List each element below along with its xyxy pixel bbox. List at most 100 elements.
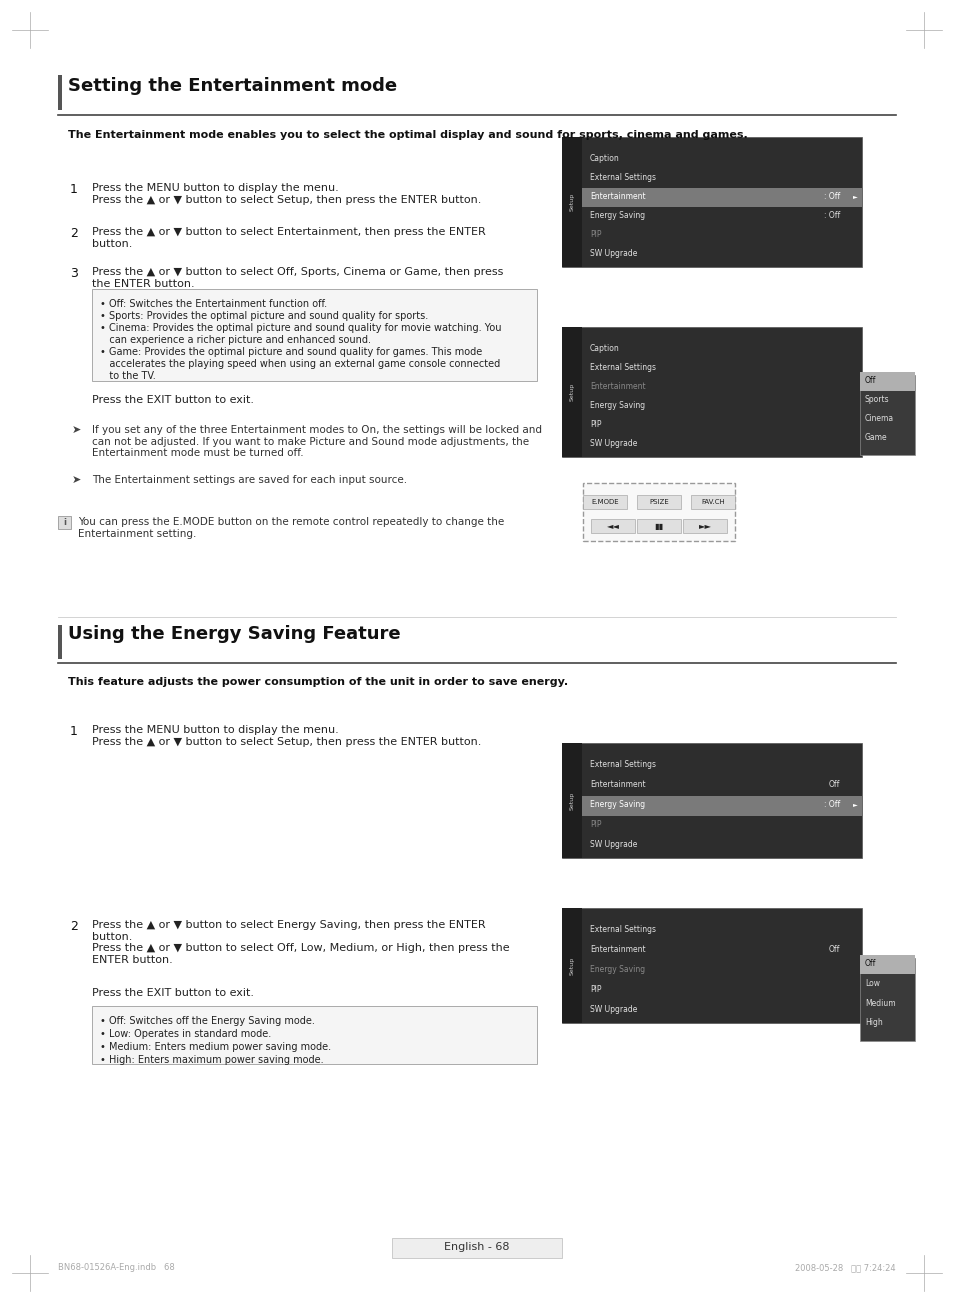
Text: Press the MENU button to display the menu.
Press the ▲ or ▼ button to select Set: Press the MENU button to display the men… [91, 182, 481, 205]
Text: Press the MENU button to display the menu.
Press the ▲ or ▼ button to select Set: Press the MENU button to display the men… [91, 724, 481, 747]
Text: The Entertainment mode enables you to select the optimal display and sound for s: The Entertainment mode enables you to se… [68, 130, 747, 139]
Bar [581, 188, 862, 207]
Text: SW Upgrade: SW Upgrade [589, 839, 637, 848]
Text: 1: 1 [70, 724, 78, 737]
Text: External Settings: External Settings [589, 172, 656, 181]
Text: : Off: : Off [822, 211, 840, 220]
Text: External Settings: External Settings [589, 925, 656, 934]
Text: Press the ▲ or ▼ button to select Off, Sports, Cinema or Game, then press
the EN: Press the ▲ or ▼ button to select Off, S… [91, 267, 503, 288]
Bar [91, 289, 537, 380]
Text: Setup: Setup [569, 791, 574, 809]
Text: : Off: : Off [822, 800, 840, 809]
Text: Entertainment: Entertainment [589, 192, 645, 201]
Bar [561, 908, 581, 1023]
Text: PIP: PIP [589, 420, 601, 429]
Bar [561, 743, 581, 857]
Text: Game: Game [864, 434, 886, 442]
Text: ◄◄: ◄◄ [606, 521, 618, 530]
Bar [392, 1238, 561, 1257]
Text: Cinema: Cinema [864, 414, 893, 423]
Text: SW Upgrade: SW Upgrade [589, 249, 637, 258]
Text: English - 68: English - 68 [444, 1242, 509, 1252]
Text: Energy Saving: Energy Saving [589, 966, 644, 973]
Bar [561, 908, 862, 1023]
Text: PSIZE: PSIZE [648, 499, 668, 506]
Text: • Medium: Enters medium power saving mode.: • Medium: Enters medium power saving mod… [100, 1042, 331, 1052]
Bar [690, 495, 734, 509]
Text: Off: Off [864, 377, 876, 384]
Text: 3: 3 [70, 267, 78, 280]
Text: • Low: Operates in standard mode.: • Low: Operates in standard mode. [100, 1029, 271, 1038]
Text: Entertainment: Entertainment [589, 382, 645, 391]
Text: Press the EXIT button to exit.: Press the EXIT button to exit. [91, 988, 253, 998]
Text: Off: Off [864, 959, 876, 968]
Text: PIP: PIP [589, 820, 601, 829]
Text: Press the ▲ or ▼ button to select Entertainment, then press the ENTER
button.: Press the ▲ or ▼ button to select Entert… [91, 227, 485, 249]
Bar [561, 743, 862, 857]
Text: ►: ► [852, 194, 857, 199]
Text: Setting the Entertainment mode: Setting the Entertainment mode [68, 77, 396, 95]
Bar [637, 495, 680, 509]
Text: 2: 2 [70, 227, 78, 240]
Text: E.MODE: E.MODE [591, 499, 618, 506]
Text: • Off: Switches off the Energy Saving mode.: • Off: Switches off the Energy Saving mo… [100, 1016, 314, 1025]
Text: : Off: : Off [822, 192, 840, 201]
Text: Caption: Caption [589, 344, 619, 353]
Text: Off: Off [828, 945, 840, 954]
Text: External Settings: External Settings [589, 362, 656, 371]
Text: High: High [864, 1019, 882, 1028]
Bar [581, 796, 862, 816]
Bar [859, 375, 914, 455]
Text: ▮▮: ▮▮ [654, 521, 663, 530]
Text: i: i [63, 519, 66, 526]
Text: SW Upgrade: SW Upgrade [589, 439, 637, 448]
Text: Press the EXIT button to exit.: Press the EXIT button to exit. [91, 395, 253, 405]
Text: Energy Saving: Energy Saving [589, 800, 644, 809]
Bar [561, 137, 862, 267]
Text: Using the Energy Saving Feature: Using the Energy Saving Feature [68, 625, 400, 642]
Text: BN68-01526A-Eng.indb   68: BN68-01526A-Eng.indb 68 [58, 1263, 174, 1272]
Text: ►►: ►► [698, 521, 711, 530]
Bar [859, 958, 914, 1041]
Bar [58, 516, 71, 529]
Text: Sports: Sports [864, 395, 889, 404]
Text: ➤: ➤ [71, 425, 81, 435]
Text: SW Upgrade: SW Upgrade [589, 1005, 637, 1014]
Bar [561, 327, 862, 457]
Text: Energy Saving: Energy Saving [589, 401, 644, 410]
Bar [582, 495, 626, 509]
Text: • Sports: Provides the optimal picture and sound quality for sports.: • Sports: Provides the optimal picture a… [100, 311, 428, 321]
Text: You can press the E.MODE button on the remote control repeatedly to change the
E: You can press the E.MODE button on the r… [78, 517, 504, 538]
Text: • Off: Switches the Entertainment function off.: • Off: Switches the Entertainment functi… [100, 298, 327, 309]
Bar [582, 483, 734, 541]
Text: 2: 2 [70, 920, 78, 933]
Text: Medium: Medium [864, 998, 895, 1007]
Text: External Settings: External Settings [589, 761, 656, 769]
Text: If you set any of the three Entertainment modes to On, the settings will be lock: If you set any of the three Entertainmen… [91, 425, 541, 459]
Text: Entertainment: Entertainment [589, 780, 645, 790]
Text: PIP: PIP [589, 985, 601, 994]
Bar [58, 76, 62, 109]
Text: to the TV.: to the TV. [100, 371, 155, 380]
Text: Setup: Setup [569, 956, 574, 975]
Text: Low: Low [864, 979, 879, 988]
Text: Off: Off [828, 780, 840, 790]
Text: • Game: Provides the optimal picture and sound quality for games. This mode: • Game: Provides the optimal picture and… [100, 347, 482, 357]
Text: FAV.CH: FAV.CH [700, 499, 724, 506]
Text: PIP: PIP [589, 231, 601, 238]
Text: 1: 1 [70, 182, 78, 195]
Text: Setup: Setup [569, 193, 574, 211]
Bar [590, 519, 635, 533]
Text: Press the ▲ or ▼ button to select Energy Saving, then press the ENTER
button.
Pr: Press the ▲ or ▼ button to select Energy… [91, 920, 509, 964]
Text: ➤: ➤ [71, 476, 81, 485]
Text: ►: ► [852, 801, 857, 807]
Text: accelerates the playing speed when using an external game console connected: accelerates the playing speed when using… [100, 360, 499, 369]
Bar [561, 137, 581, 267]
Text: Energy Saving: Energy Saving [589, 211, 644, 220]
Text: can experience a richer picture and enhanced sound.: can experience a richer picture and enha… [100, 335, 371, 345]
Bar [859, 371, 914, 391]
Bar [637, 519, 680, 533]
Bar [58, 625, 62, 659]
Bar [91, 1006, 537, 1065]
Text: This feature adjusts the power consumption of the unit in order to save energy.: This feature adjusts the power consumpti… [68, 678, 568, 687]
